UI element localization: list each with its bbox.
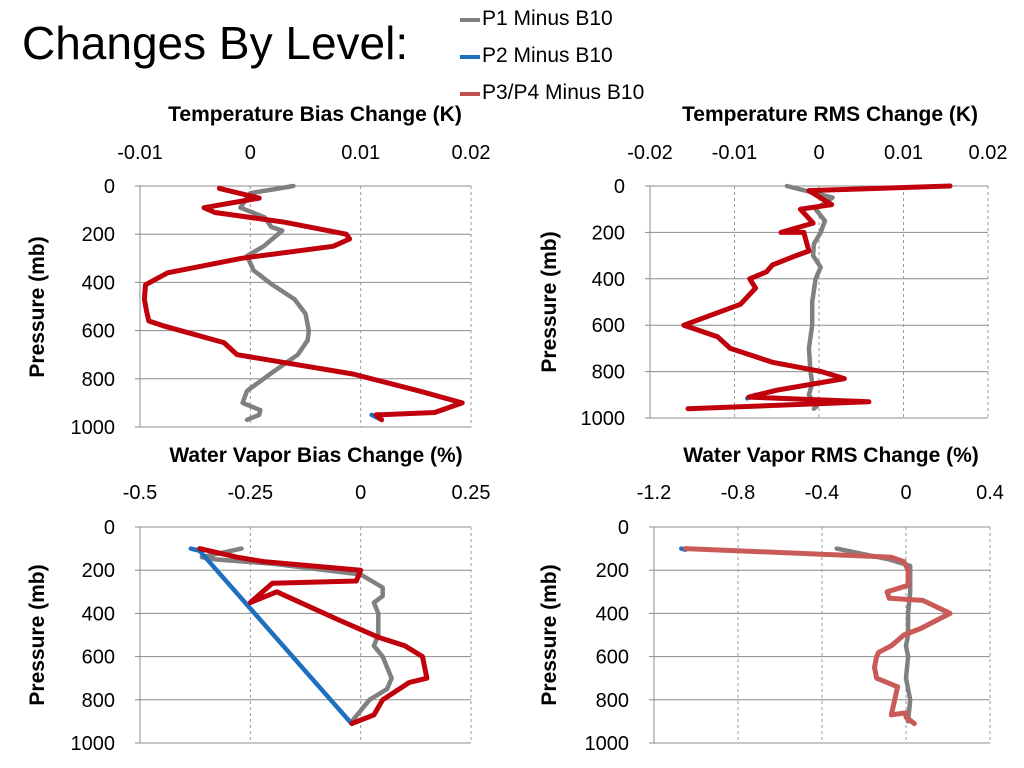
chart2-series-p3-p4-minus-b10 bbox=[681, 183, 953, 412]
legend-label-p1: P1 Minus B10 bbox=[482, 7, 613, 30]
legend-swatch-p1 bbox=[460, 18, 480, 22]
chart2-ytick-label: 1000 bbox=[581, 408, 626, 430]
chart1-series-p3-p4-minus-b10 bbox=[141, 185, 465, 423]
chart2-ytick-label: 400 bbox=[592, 269, 625, 291]
chart1-ytick-label: 800 bbox=[82, 369, 115, 391]
chart4-ytick-label: 200 bbox=[596, 560, 629, 582]
chart2-xtick-label: 0.01 bbox=[884, 142, 923, 164]
chart3-ytick-label: 800 bbox=[82, 690, 115, 712]
chart3-ytick-label: 0 bbox=[104, 517, 115, 539]
chart1-ytick-label: 400 bbox=[82, 272, 115, 294]
chart3-ylabel: Pressure (mb) bbox=[26, 564, 49, 705]
chart3-xtick-label: 0.25 bbox=[452, 482, 491, 504]
chart3-series-p1-minus-b10 bbox=[199, 546, 394, 724]
chart4-xtick-label: -1.2 bbox=[637, 482, 671, 504]
chart2-ytick-label: 0 bbox=[614, 176, 625, 198]
chart4-ytick-label: 1000 bbox=[585, 733, 630, 755]
chart2-xtick-label: 0.02 bbox=[969, 142, 1008, 164]
chart3-title: Water Vapor Bias Change (%) bbox=[169, 444, 462, 467]
legend: P1 Minus B10 P2 Minus B10 P3/P4 Minus B1… bbox=[460, 4, 644, 115]
chart4-ytick-label: 400 bbox=[596, 603, 629, 625]
chart1-xtick-label: 0.02 bbox=[452, 142, 491, 164]
legend-swatch-p3p4 bbox=[460, 92, 480, 96]
chart4-ylabel: Pressure (mb) bbox=[538, 564, 561, 705]
chart1-ytick-label: 200 bbox=[82, 224, 115, 246]
chart3-xtick-label: -0.25 bbox=[228, 482, 274, 504]
chart1-ytick-label: 0 bbox=[104, 176, 115, 198]
chart3-series-p3-p4-minus-b10 bbox=[197, 546, 430, 727]
chart4-series-p3-p4-minus-b10 bbox=[683, 546, 953, 727]
chart1-ytick-label: 1000 bbox=[71, 417, 116, 439]
chart1-xtick-label: -0.01 bbox=[117, 142, 163, 164]
chart2-xtick-label: -0.01 bbox=[712, 142, 758, 164]
chart3-ytick-label: 200 bbox=[82, 560, 115, 582]
chart4-xtick-label: 0 bbox=[900, 482, 911, 504]
chart2-title: Temperature RMS Change (K) bbox=[682, 103, 978, 126]
chart1-ylabel: Pressure (mb) bbox=[26, 236, 49, 377]
legend-item-p3p4: P3/P4 Minus B10 bbox=[460, 78, 644, 115]
legend-item-p2: P2 Minus B10 bbox=[460, 41, 644, 78]
chart3-ytick-label: 1000 bbox=[71, 733, 116, 755]
chart1-xtick-label: 0 bbox=[245, 142, 256, 164]
chart3-ytick-label: 600 bbox=[82, 647, 115, 669]
chart2-series-p1-minus-b10 bbox=[784, 183, 835, 411]
chart1-ytick-label: 600 bbox=[82, 321, 115, 343]
chart3-ytick-label: 400 bbox=[82, 603, 115, 625]
chart4-xtick-label: 0.4 bbox=[976, 482, 1004, 504]
chart3-series-p2-minus-b10 bbox=[188, 546, 355, 726]
chart2-ytick-label: 200 bbox=[592, 222, 625, 244]
chart4-xtick-label: -0.8 bbox=[721, 482, 755, 504]
chart2-ytick-label: 800 bbox=[592, 362, 625, 384]
page-title: Changes By Level: bbox=[22, 17, 409, 69]
chart2-ytick-label: 600 bbox=[592, 315, 625, 337]
chart4-ytick-label: 0 bbox=[618, 517, 629, 539]
chart4-xtick-label: -0.4 bbox=[805, 482, 839, 504]
chart3-xtick-label: -0.5 bbox=[123, 482, 157, 504]
chart3-xtick-label: 0 bbox=[355, 482, 366, 504]
chart1-title: Temperature Bias Change (K) bbox=[168, 103, 462, 126]
chart2-xtick-label: -0.02 bbox=[627, 142, 673, 164]
legend-label-p2: P2 Minus B10 bbox=[482, 44, 613, 67]
chart2-xtick-label: 0 bbox=[813, 142, 824, 164]
chart4-series-p1-minus-b10 bbox=[834, 546, 913, 724]
legend-item-p1: P1 Minus B10 bbox=[460, 4, 644, 41]
chart4-ytick-label: 600 bbox=[596, 647, 629, 669]
chart4-ytick-label: 800 bbox=[596, 690, 629, 712]
chart2-ylabel: Pressure (mb) bbox=[538, 231, 561, 372]
legend-swatch-p2 bbox=[460, 55, 480, 59]
chart1-xtick-label: 0.01 bbox=[341, 142, 380, 164]
chart4-title: Water Vapor RMS Change (%) bbox=[683, 444, 979, 467]
legend-label-p3p4: P3/P4 Minus B10 bbox=[482, 81, 645, 104]
